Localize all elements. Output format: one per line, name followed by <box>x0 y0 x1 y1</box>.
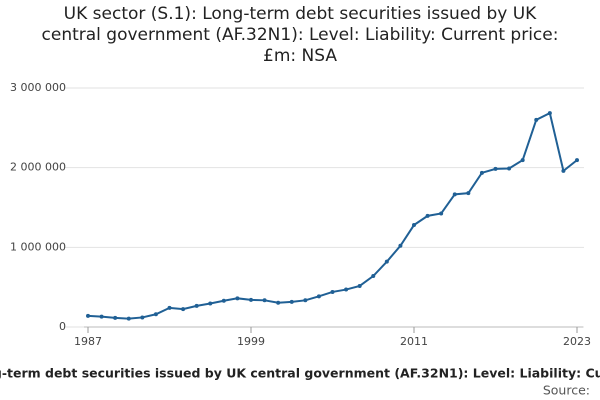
data-point <box>181 307 186 312</box>
chart-title: UK sector (S.1): Long-term debt securiti… <box>41 4 559 66</box>
data-point <box>493 166 498 171</box>
data-point <box>547 111 552 116</box>
data-point <box>86 313 90 318</box>
data-point <box>507 166 512 171</box>
x-tick-label: 1987 <box>74 335 102 348</box>
data-point <box>194 303 199 308</box>
y-tick-label: 3 000 000 <box>10 81 66 94</box>
data-point <box>249 297 253 302</box>
data-point <box>466 191 471 196</box>
data-point <box>452 192 457 197</box>
data-point <box>113 315 118 320</box>
data-point <box>575 158 579 163</box>
data-point <box>561 168 566 173</box>
data-point <box>330 289 335 294</box>
data-point <box>316 294 321 299</box>
data-point <box>235 296 240 301</box>
data-point <box>439 211 444 216</box>
data-point <box>276 300 281 305</box>
data-line <box>87 111 578 320</box>
x-tick-label: 2011 <box>400 335 428 348</box>
data-point <box>412 223 416 228</box>
data-point <box>167 305 172 310</box>
x-tick-label: 2023 <box>563 335 591 348</box>
data-point <box>99 314 104 319</box>
data-point <box>208 301 213 306</box>
data-point <box>289 299 294 304</box>
data-point <box>140 315 145 320</box>
data-point <box>384 259 389 264</box>
data-point <box>221 298 226 303</box>
y-tick-label: 1 000 000 <box>10 240 66 253</box>
y-tick-label: 0 <box>59 320 66 333</box>
data-point <box>398 243 403 248</box>
source: Source: <box>543 383 590 398</box>
y-tick-label: 2 000 000 <box>10 161 66 174</box>
data-point <box>357 283 362 288</box>
data-point <box>303 298 308 303</box>
data-point <box>126 316 131 321</box>
data-point <box>371 274 376 279</box>
data-point <box>479 170 484 175</box>
data-point <box>153 312 158 317</box>
data-point <box>520 158 525 163</box>
x-tick-label: 1999 <box>237 335 265 348</box>
chart-caption: UK sector (S.1): Long-term debt securiti… <box>0 366 600 381</box>
data-point <box>262 298 267 303</box>
data-point <box>344 287 349 292</box>
data-point <box>534 117 539 122</box>
data-point <box>425 213 430 218</box>
